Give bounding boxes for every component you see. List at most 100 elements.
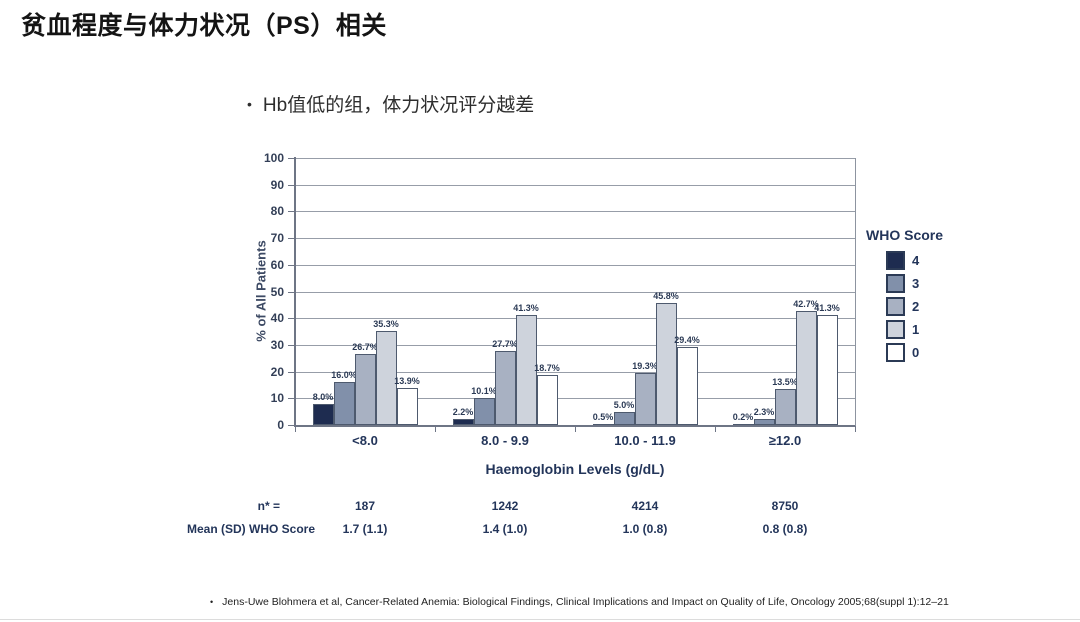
y-tick-label: 30 bbox=[270, 337, 284, 352]
page-title: 贫血程度与体力状况（PS）相关 bbox=[21, 12, 387, 40]
legend-swatch-icon bbox=[886, 251, 905, 270]
legend-items: 4 3 2 1 0 bbox=[866, 251, 943, 362]
category-label: 10.0 - 11.9 bbox=[614, 433, 676, 448]
bar-value-label: 16.0% bbox=[331, 370, 357, 381]
stats-cell: 187 bbox=[354, 499, 376, 513]
gridline bbox=[295, 264, 855, 266]
bar bbox=[795, 310, 817, 425]
stats-cell: 4214 bbox=[631, 499, 659, 513]
gridline bbox=[295, 238, 855, 240]
bar-value-label: 2.3% bbox=[753, 406, 775, 417]
y-tick-label: 70 bbox=[270, 231, 284, 246]
gridline bbox=[295, 158, 855, 159]
stats-cell: 1.0 (0.8) bbox=[622, 522, 668, 536]
gridline bbox=[295, 344, 855, 346]
y-axis-tick bbox=[288, 398, 294, 400]
bullet-icon: • bbox=[247, 95, 252, 112]
legend-swatch-icon bbox=[886, 297, 905, 316]
footnote-text: Jens-Uwe Blohmera et al, Cancer-Related … bbox=[222, 596, 949, 608]
bar-value-label: 41.3% bbox=[814, 302, 840, 313]
bottom-divider bbox=[0, 619, 1080, 620]
y-axis-line bbox=[294, 157, 296, 426]
footnote: • Jens-Uwe Blohmera et al, Cancer-Relate… bbox=[210, 596, 949, 609]
y-axis-tick bbox=[288, 344, 294, 346]
x-axis-tick bbox=[575, 427, 576, 432]
legend-swatch-icon bbox=[886, 320, 905, 339]
bar-value-label: 10.1% bbox=[471, 386, 497, 397]
x-axis-title: Haemoglobin Levels (g/dL) bbox=[485, 461, 665, 477]
y-axis-tick bbox=[288, 238, 294, 240]
category-label: ≥12.0 bbox=[768, 433, 802, 448]
legend-item: 0 bbox=[886, 343, 943, 362]
y-axis-tick bbox=[288, 211, 294, 213]
bar bbox=[396, 387, 418, 425]
bar bbox=[354, 353, 376, 425]
legend: WHO Score 4 3 2 1 0 bbox=[866, 227, 943, 366]
bar-value-label: 29.4% bbox=[674, 334, 700, 345]
legend-label: 2 bbox=[912, 299, 920, 314]
category-label: <8.0 bbox=[352, 433, 378, 448]
stats-cell: 1.4 (1.0) bbox=[482, 522, 528, 536]
y-axis-tick bbox=[288, 264, 294, 266]
bar bbox=[515, 314, 537, 425]
y-tick-label: 0 bbox=[277, 418, 284, 432]
bar bbox=[333, 382, 355, 425]
bar-value-label: 0.2% bbox=[732, 412, 754, 422]
y-tick-label: 10 bbox=[270, 391, 284, 406]
stats-cell: 1.7 (1.1) bbox=[342, 522, 388, 536]
stats-row-label: n* = bbox=[257, 499, 280, 513]
legend-swatch-icon bbox=[886, 343, 905, 362]
bar-value-label: 0.5% bbox=[592, 411, 614, 422]
bar-value-label: 2.2% bbox=[452, 407, 474, 418]
y-tick-label: 50 bbox=[270, 284, 284, 299]
stats-cell: 0.8 (0.8) bbox=[762, 522, 808, 536]
bar bbox=[536, 375, 558, 425]
bar bbox=[676, 346, 698, 425]
bar bbox=[452, 419, 474, 425]
bar-value-label: 27.7% bbox=[492, 339, 518, 350]
bar-value-label: 26.7% bbox=[352, 341, 378, 352]
stats-cell: 8750 bbox=[771, 499, 799, 513]
category-label: 8.0 - 9.9 bbox=[481, 433, 529, 448]
stats-row-label: Mean (SD) WHO Score bbox=[186, 522, 315, 536]
y-tick-label: 80 bbox=[270, 204, 284, 219]
legend-item: 3 bbox=[886, 274, 943, 293]
bar-value-label: 13.9% bbox=[394, 375, 420, 386]
y-axis-tick bbox=[288, 291, 294, 293]
bar-value-label: 42.7% bbox=[793, 298, 819, 309]
gridline bbox=[295, 318, 855, 320]
bar bbox=[613, 411, 635, 425]
x-axis-tick bbox=[715, 427, 716, 432]
gridline bbox=[295, 371, 855, 373]
y-tick-label: 100 bbox=[263, 151, 284, 165]
bar bbox=[494, 351, 516, 425]
bar-value-label: 13.5% bbox=[772, 376, 798, 387]
x-axis-tick bbox=[855, 427, 856, 432]
bar bbox=[634, 373, 656, 425]
bar-value-label: 41.3% bbox=[513, 302, 539, 313]
legend-label: 4 bbox=[912, 253, 920, 268]
bar-value-label: 35.3% bbox=[373, 318, 399, 329]
legend-item: 4 bbox=[886, 251, 943, 270]
bar bbox=[312, 403, 334, 425]
gridline bbox=[295, 211, 855, 213]
x-axis-tick bbox=[295, 427, 296, 432]
x-axis-line bbox=[294, 425, 856, 427]
bullet-text: Hb值低的组，体力状况评分越差 bbox=[262, 95, 535, 116]
bar-value-label: 18.7% bbox=[534, 363, 560, 374]
legend-item: 1 bbox=[886, 320, 943, 339]
legend-label: 3 bbox=[912, 276, 920, 291]
y-tick-label: 40 bbox=[270, 311, 284, 326]
legend-title: WHO Score bbox=[866, 227, 944, 243]
x-axis-tick bbox=[435, 427, 436, 432]
gridline bbox=[295, 398, 855, 400]
bar bbox=[774, 388, 796, 425]
bar bbox=[375, 330, 397, 425]
footnote-bullet-icon: • bbox=[210, 597, 214, 607]
y-axis-tick bbox=[288, 184, 294, 186]
bar bbox=[816, 314, 838, 425]
bar-value-label: 45.8% bbox=[653, 290, 679, 301]
legend-label: 0 bbox=[912, 345, 920, 360]
bar bbox=[473, 398, 495, 425]
